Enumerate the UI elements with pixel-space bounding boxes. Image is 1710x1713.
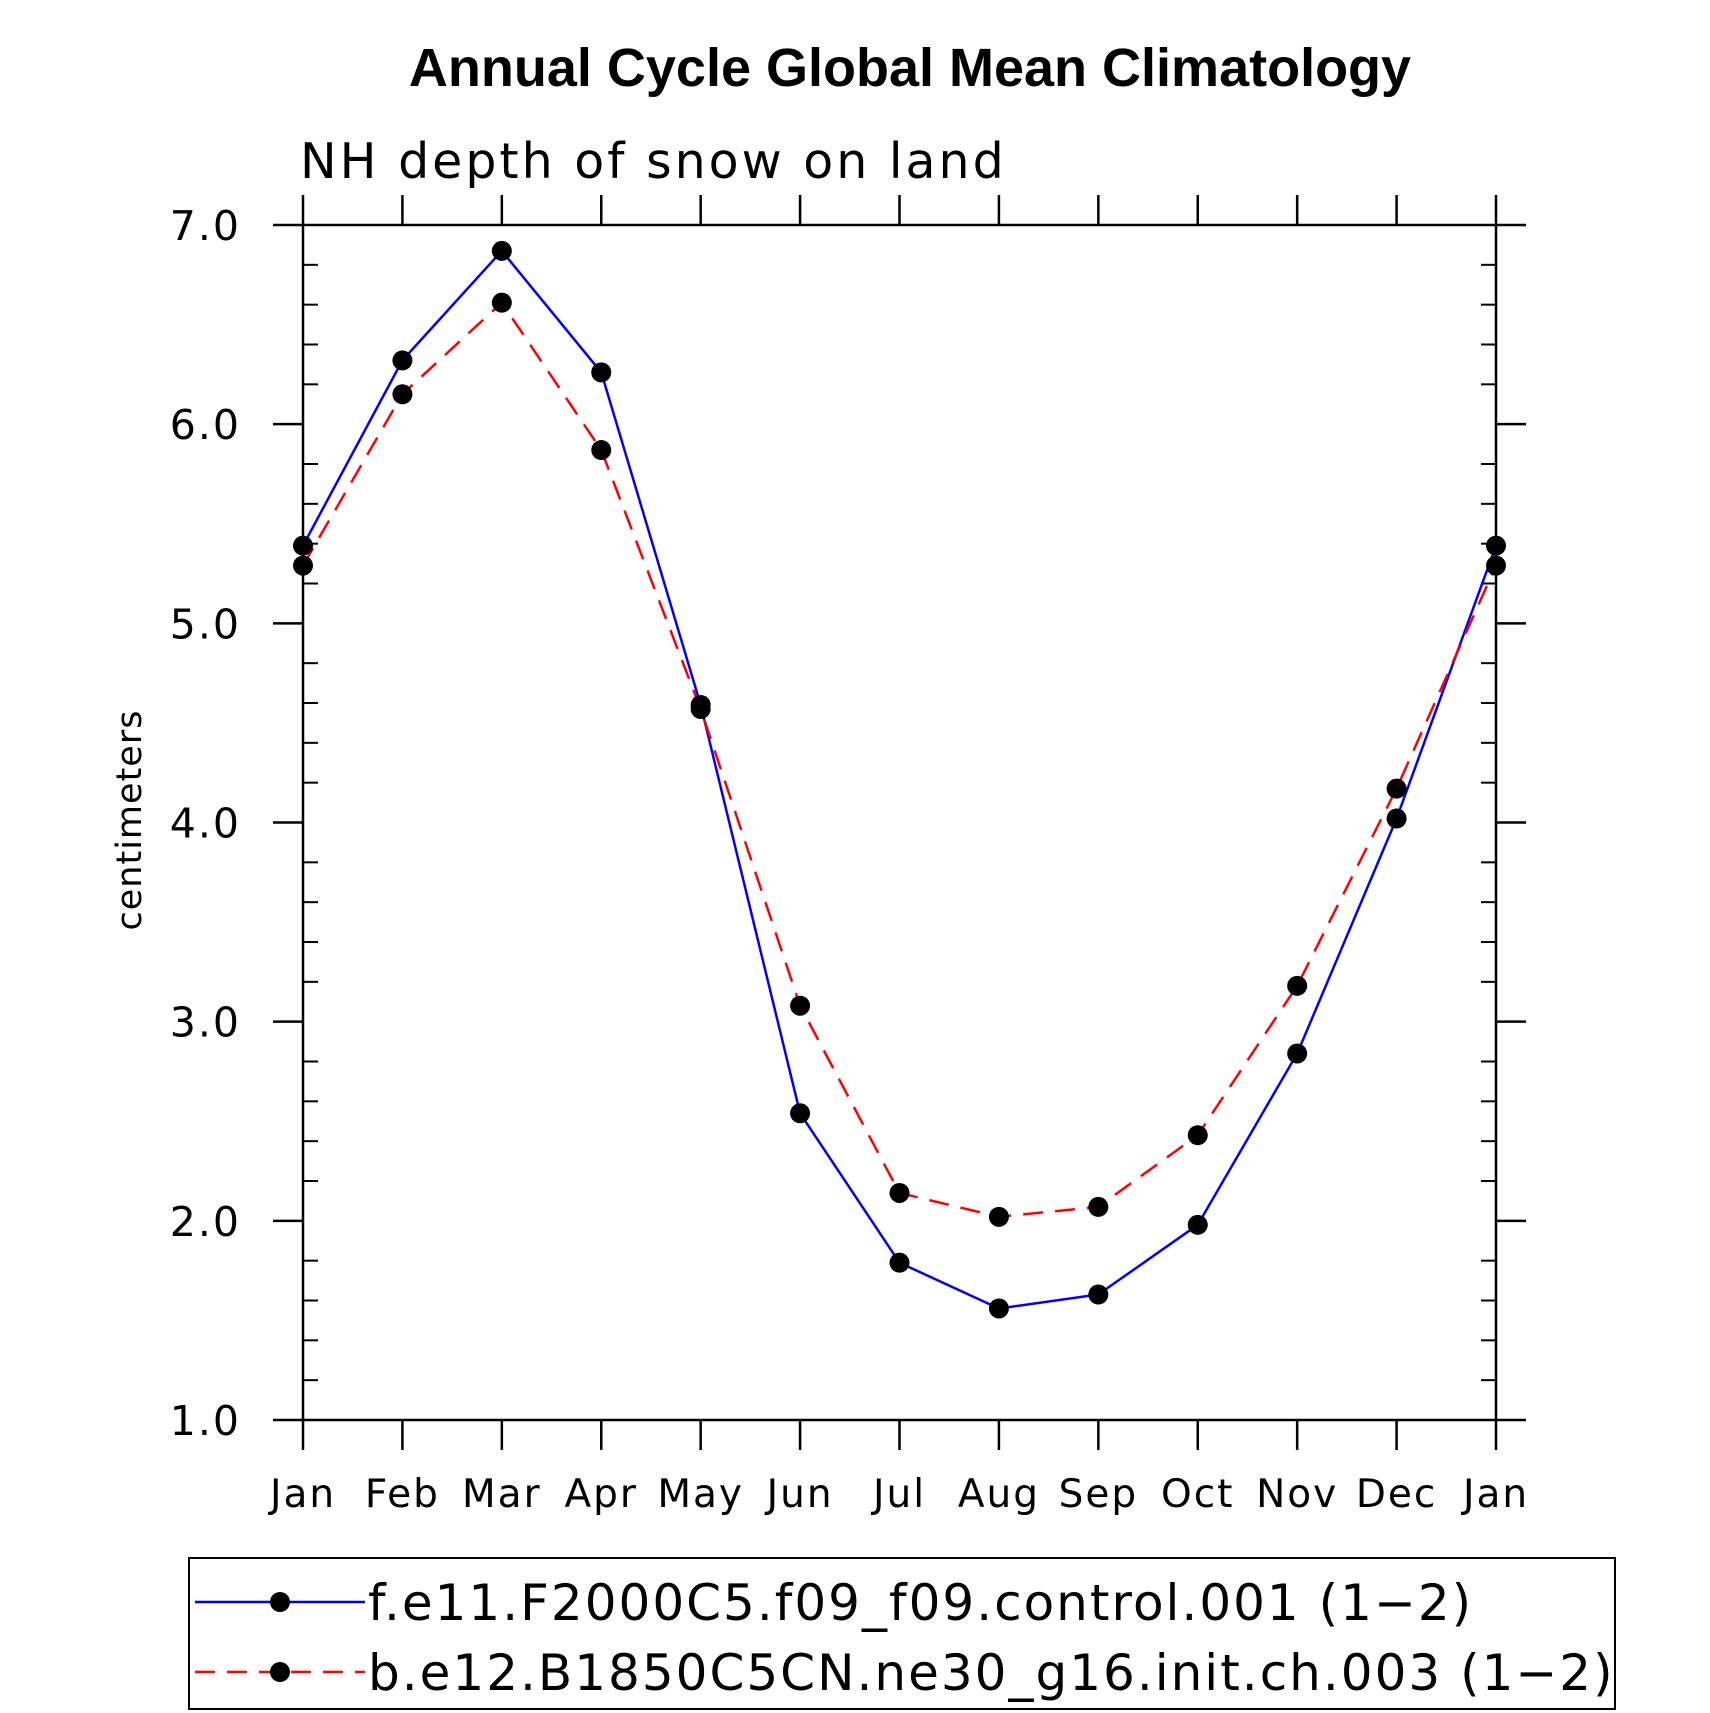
x-tick-label: Aug xyxy=(958,1472,1040,1517)
x-tick-label: Jan xyxy=(267,1472,336,1517)
data-point-series-1 xyxy=(1187,1214,1208,1235)
x-tick-label: Nov xyxy=(1256,1472,1338,1517)
data-point-series-2 xyxy=(1287,975,1308,996)
data-point-series-2 xyxy=(392,384,413,405)
legend-marker-series-1 xyxy=(270,1592,290,1612)
x-tick-label: Feb xyxy=(365,1472,440,1517)
data-point-series-1 xyxy=(1088,1284,1109,1305)
data-point-series-2 xyxy=(1187,1125,1208,1146)
x-tick-label: Oct xyxy=(1161,1472,1234,1517)
y-tick-label: 3.0 xyxy=(170,999,241,1047)
y-tick-label: 4.0 xyxy=(170,800,241,848)
legend-label-series-2: b.e12.B1850C5CN.ne30_g16.init.ch.003 (1−… xyxy=(368,1644,1615,1702)
data-point-series-2 xyxy=(1088,1196,1109,1217)
data-point-series-2 xyxy=(988,1206,1009,1227)
y-tick-label: 2.0 xyxy=(170,1198,241,1246)
x-tick-label: Sep xyxy=(1059,1472,1139,1517)
x-tick-label: Jun xyxy=(764,1472,834,1517)
x-tick-label: Jul xyxy=(870,1472,926,1517)
data-point-series-1 xyxy=(591,362,612,383)
data-point-series-1 xyxy=(1287,1043,1308,1064)
series-lines xyxy=(301,249,1498,1310)
x-tick-label: Dec xyxy=(1356,1472,1437,1517)
data-point-series-2 xyxy=(690,698,711,719)
x-tick-labels: Jan Feb Mar Apr May Jun Jul Aug Sep Oct Nov Dec Jan xyxy=(267,1472,1529,1517)
y-tick-label: 7.0 xyxy=(170,202,241,250)
plot-frame xyxy=(301,223,1498,1422)
x-tick-label: Mar xyxy=(462,1472,542,1517)
data-point-series-2 xyxy=(889,1182,910,1203)
data-point-series-2 xyxy=(491,292,512,313)
data-point-series-1 xyxy=(491,240,512,261)
chart-title: Annual Cycle Global Mean Climatology xyxy=(409,38,1411,98)
y-tick-label: 5.0 xyxy=(170,600,241,648)
data-point-series-2 xyxy=(1386,778,1407,799)
data-point-series-1 xyxy=(889,1252,910,1273)
y-tick-label: 1.0 xyxy=(170,1397,241,1445)
data-point-series-1 xyxy=(790,1103,811,1124)
series-line-2 xyxy=(301,301,1498,1219)
data-point-series-2 xyxy=(790,995,811,1016)
data-point-series-1 xyxy=(392,350,413,371)
data-point-series-2 xyxy=(591,440,612,461)
x-tick-label: May xyxy=(657,1472,744,1517)
legend: f.e11.F2000C5.f09_f09.control.001 (1−2) … xyxy=(188,1557,1616,1710)
data-point-series-1 xyxy=(1386,808,1407,829)
series-line-1 xyxy=(301,249,1498,1310)
legend-label-series-1: f.e11.F2000C5.f09_f09.control.001 (1−2) xyxy=(368,1574,1473,1632)
x-tick-label: Apr xyxy=(565,1472,638,1517)
legend-box xyxy=(188,1557,1616,1710)
data-point-series-1 xyxy=(988,1298,1009,1319)
y-tick-label: 6.0 xyxy=(170,401,241,449)
x-tick-label: Jan xyxy=(1460,1472,1529,1517)
legend-marker-series-2 xyxy=(270,1662,290,1682)
y-tick-labels: 1.0 2.0 3.0 4.0 5.0 6.0 7.0 xyxy=(170,202,241,1445)
chart-subtitle: NH depth of snow on land xyxy=(300,133,1007,190)
series-markers xyxy=(293,240,1506,1319)
y-axis-label: centimeters xyxy=(110,710,150,931)
